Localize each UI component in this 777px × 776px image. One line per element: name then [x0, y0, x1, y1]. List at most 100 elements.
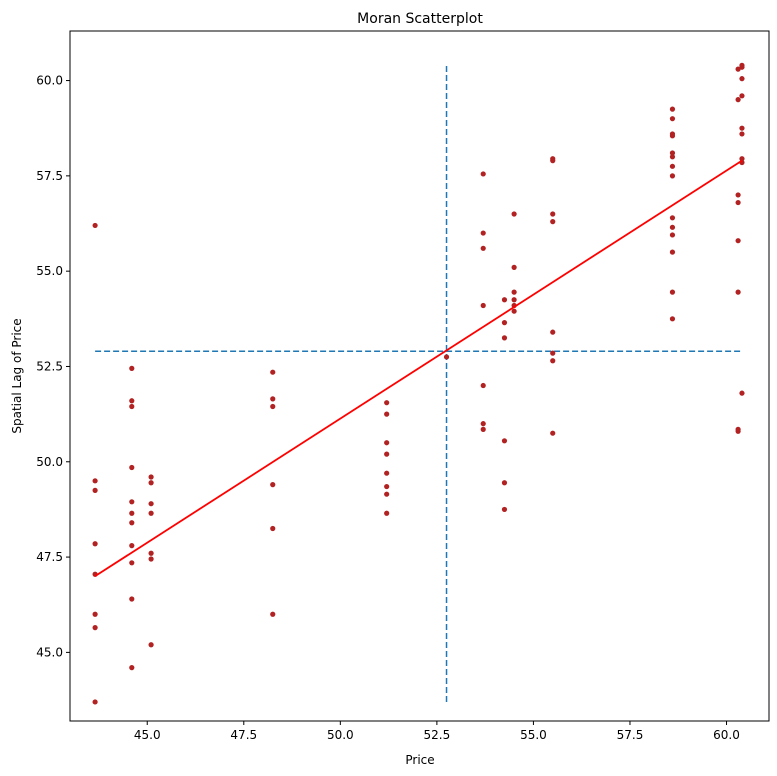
scatter-point [669, 106, 676, 112]
scatter-point [511, 297, 517, 303]
y-tick-label: 55.0 [36, 264, 63, 278]
scatter-point [511, 289, 517, 295]
scatter-point [550, 158, 556, 164]
scatter-point [550, 350, 556, 356]
y-axis-label: Spatial Lag of Price [10, 318, 24, 433]
scatter-point [92, 625, 98, 631]
scatter-point [669, 116, 676, 122]
scatter-point [550, 430, 556, 436]
scatter-point [480, 421, 486, 427]
scatter-point [501, 335, 508, 341]
scatter-point [669, 163, 676, 169]
scatter-point [92, 222, 98, 229]
scatter-point [92, 478, 98, 484]
scatter-point [148, 474, 154, 480]
scatter-point [511, 308, 517, 314]
scatter-point [669, 215, 676, 221]
scatter-point [501, 438, 508, 444]
y-tick-label: 60.0 [36, 74, 63, 88]
x-tick-label: 45.0 [134, 728, 161, 742]
scatter-point [270, 369, 276, 375]
plot-frame [69, 30, 770, 722]
x-tick-label: 52.5 [424, 728, 451, 742]
scatter-point [92, 487, 98, 493]
y-axis-ticks: 45.0 47.5 50.0 52.5 55.0 57.5 60.0 [36, 74, 70, 659]
x-tick-label: 60.0 [713, 728, 740, 742]
scatter-point [735, 428, 741, 434]
scatter-point [669, 232, 676, 238]
scatter-point [129, 596, 135, 602]
scatter-point [550, 329, 556, 335]
scatter-point [480, 245, 486, 251]
y-tick-label: 57.5 [36, 169, 63, 183]
scatter-point [669, 249, 676, 255]
reference-lines [95, 65, 742, 702]
scatter-point [669, 150, 676, 156]
scatter-point [270, 525, 276, 532]
scatter-point [384, 451, 390, 457]
scatter-point [148, 480, 154, 486]
scatter-point [739, 93, 745, 99]
x-tick-label: 57.5 [617, 728, 644, 742]
scatter-point [148, 510, 154, 516]
scatter-point [129, 665, 135, 671]
scatter-point [735, 192, 741, 198]
scatter-point [739, 125, 745, 131]
scatter-point [92, 541, 98, 547]
x-tick-label: 47.5 [230, 728, 257, 742]
scatter-point [129, 520, 135, 526]
scatter-point [511, 264, 517, 270]
scatter-point [148, 556, 154, 562]
scatter-point [129, 499, 135, 505]
scatter-point [501, 506, 508, 513]
scatter-point [735, 199, 741, 206]
x-tick-label: 50.0 [327, 728, 354, 742]
scatter-point [739, 156, 745, 162]
scatter-point [739, 64, 745, 70]
scatter-point [550, 219, 556, 225]
scatter-point [92, 699, 98, 705]
scatter-point [384, 411, 390, 417]
scatter-point [735, 66, 741, 72]
scatter-point [669, 289, 676, 295]
scatter-point [669, 154, 676, 160]
scatter-point [480, 302, 486, 309]
scatter-point [148, 501, 154, 507]
scatter-point [739, 76, 745, 82]
scatter-point [129, 543, 135, 549]
scatter-point [270, 482, 276, 488]
scatter-point [480, 171, 486, 177]
scatter-point [384, 510, 390, 516]
scatter-point [739, 390, 745, 396]
scatter-point [669, 224, 676, 230]
chart-title: Moran Scatterplot [357, 11, 483, 27]
scatter-point [270, 611, 276, 617]
scatter-point [550, 358, 556, 364]
y-tick-label: 52.5 [36, 359, 63, 373]
scatter-point [669, 316, 676, 322]
scatter-point [148, 642, 154, 648]
scatter-point [129, 560, 135, 566]
scatter-point [384, 400, 390, 406]
scatter-point [501, 320, 508, 326]
scatter-point [443, 354, 450, 360]
scatter-point [129, 464, 135, 471]
scatter-point [129, 398, 135, 404]
y-tick-label: 45.0 [36, 645, 63, 659]
scatter-point [669, 133, 676, 139]
scatter-point [270, 396, 276, 402]
scatter-point [129, 510, 135, 516]
scatter-point [501, 480, 508, 486]
x-axis-ticks: 45.0 47.5 50.0 52.5 55.0 57.5 60.0 [134, 721, 740, 742]
scatter-point [739, 131, 745, 137]
fit-line-group [94, 159, 743, 577]
scatter-point [270, 403, 276, 410]
scatter-point [480, 230, 486, 236]
scatter-point [511, 211, 517, 217]
scatter-point [148, 550, 154, 556]
scatter-point [735, 238, 741, 244]
scatter-point [129, 403, 135, 410]
scatter-point [501, 297, 508, 303]
scatter-point [669, 173, 676, 179]
